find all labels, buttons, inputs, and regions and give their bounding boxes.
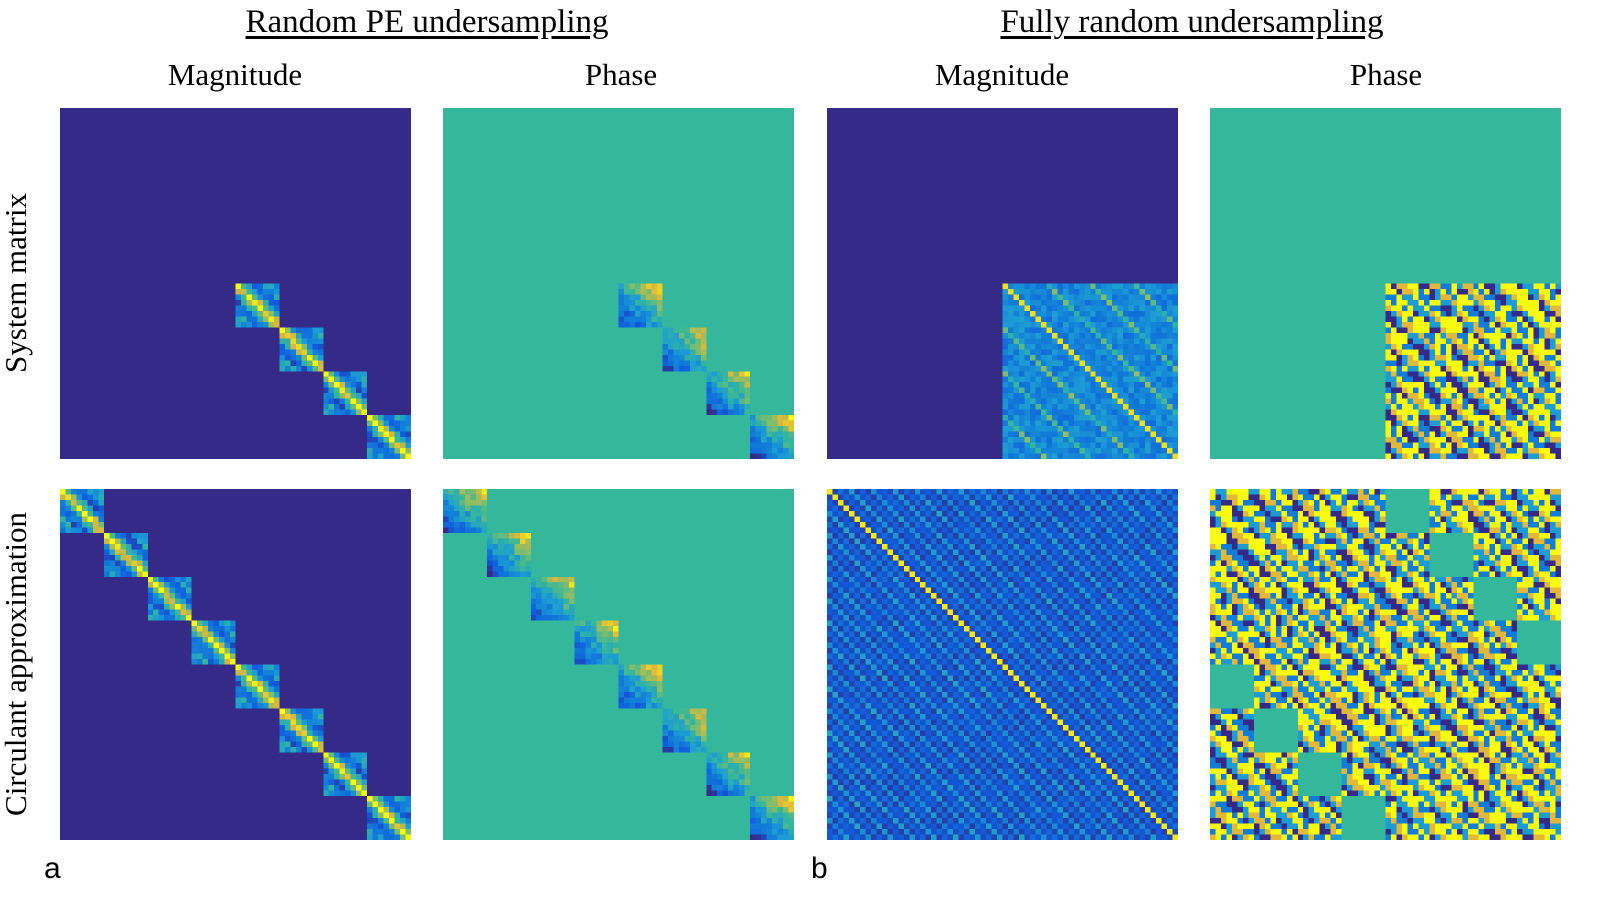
panel-letter-b: b: [811, 852, 828, 885]
system-matrix-magnitude-random-pe: [60, 108, 411, 459]
system-matrix-phase-random-pe: [443, 108, 794, 459]
col-title-phase-a: Phase: [584, 57, 658, 92]
col-title-phase-b: Phase: [1349, 57, 1423, 92]
row-label-circulant: Circulant approximation: [0, 512, 33, 816]
group-title-random-pe: Random PE undersampling: [245, 4, 609, 40]
panel-letter-a: a: [44, 852, 61, 885]
circulant-magnitude-random-pe: [60, 489, 411, 840]
circulant-phase-random-pe: [443, 489, 794, 840]
system-matrix-phase-fully-random: [1210, 108, 1561, 459]
group-title-fully-random: Fully random undersampling: [1000, 4, 1384, 40]
circulant-phase-fully-random: [1210, 489, 1561, 840]
col-title-magnitude-b: Magnitude: [934, 57, 1070, 92]
col-title-magnitude-a: Magnitude: [167, 57, 303, 92]
row-label-system-matrix: System matrix: [0, 193, 33, 373]
system-matrix-magnitude-fully-random: [827, 108, 1178, 459]
circulant-magnitude-fully-random: [827, 489, 1178, 840]
